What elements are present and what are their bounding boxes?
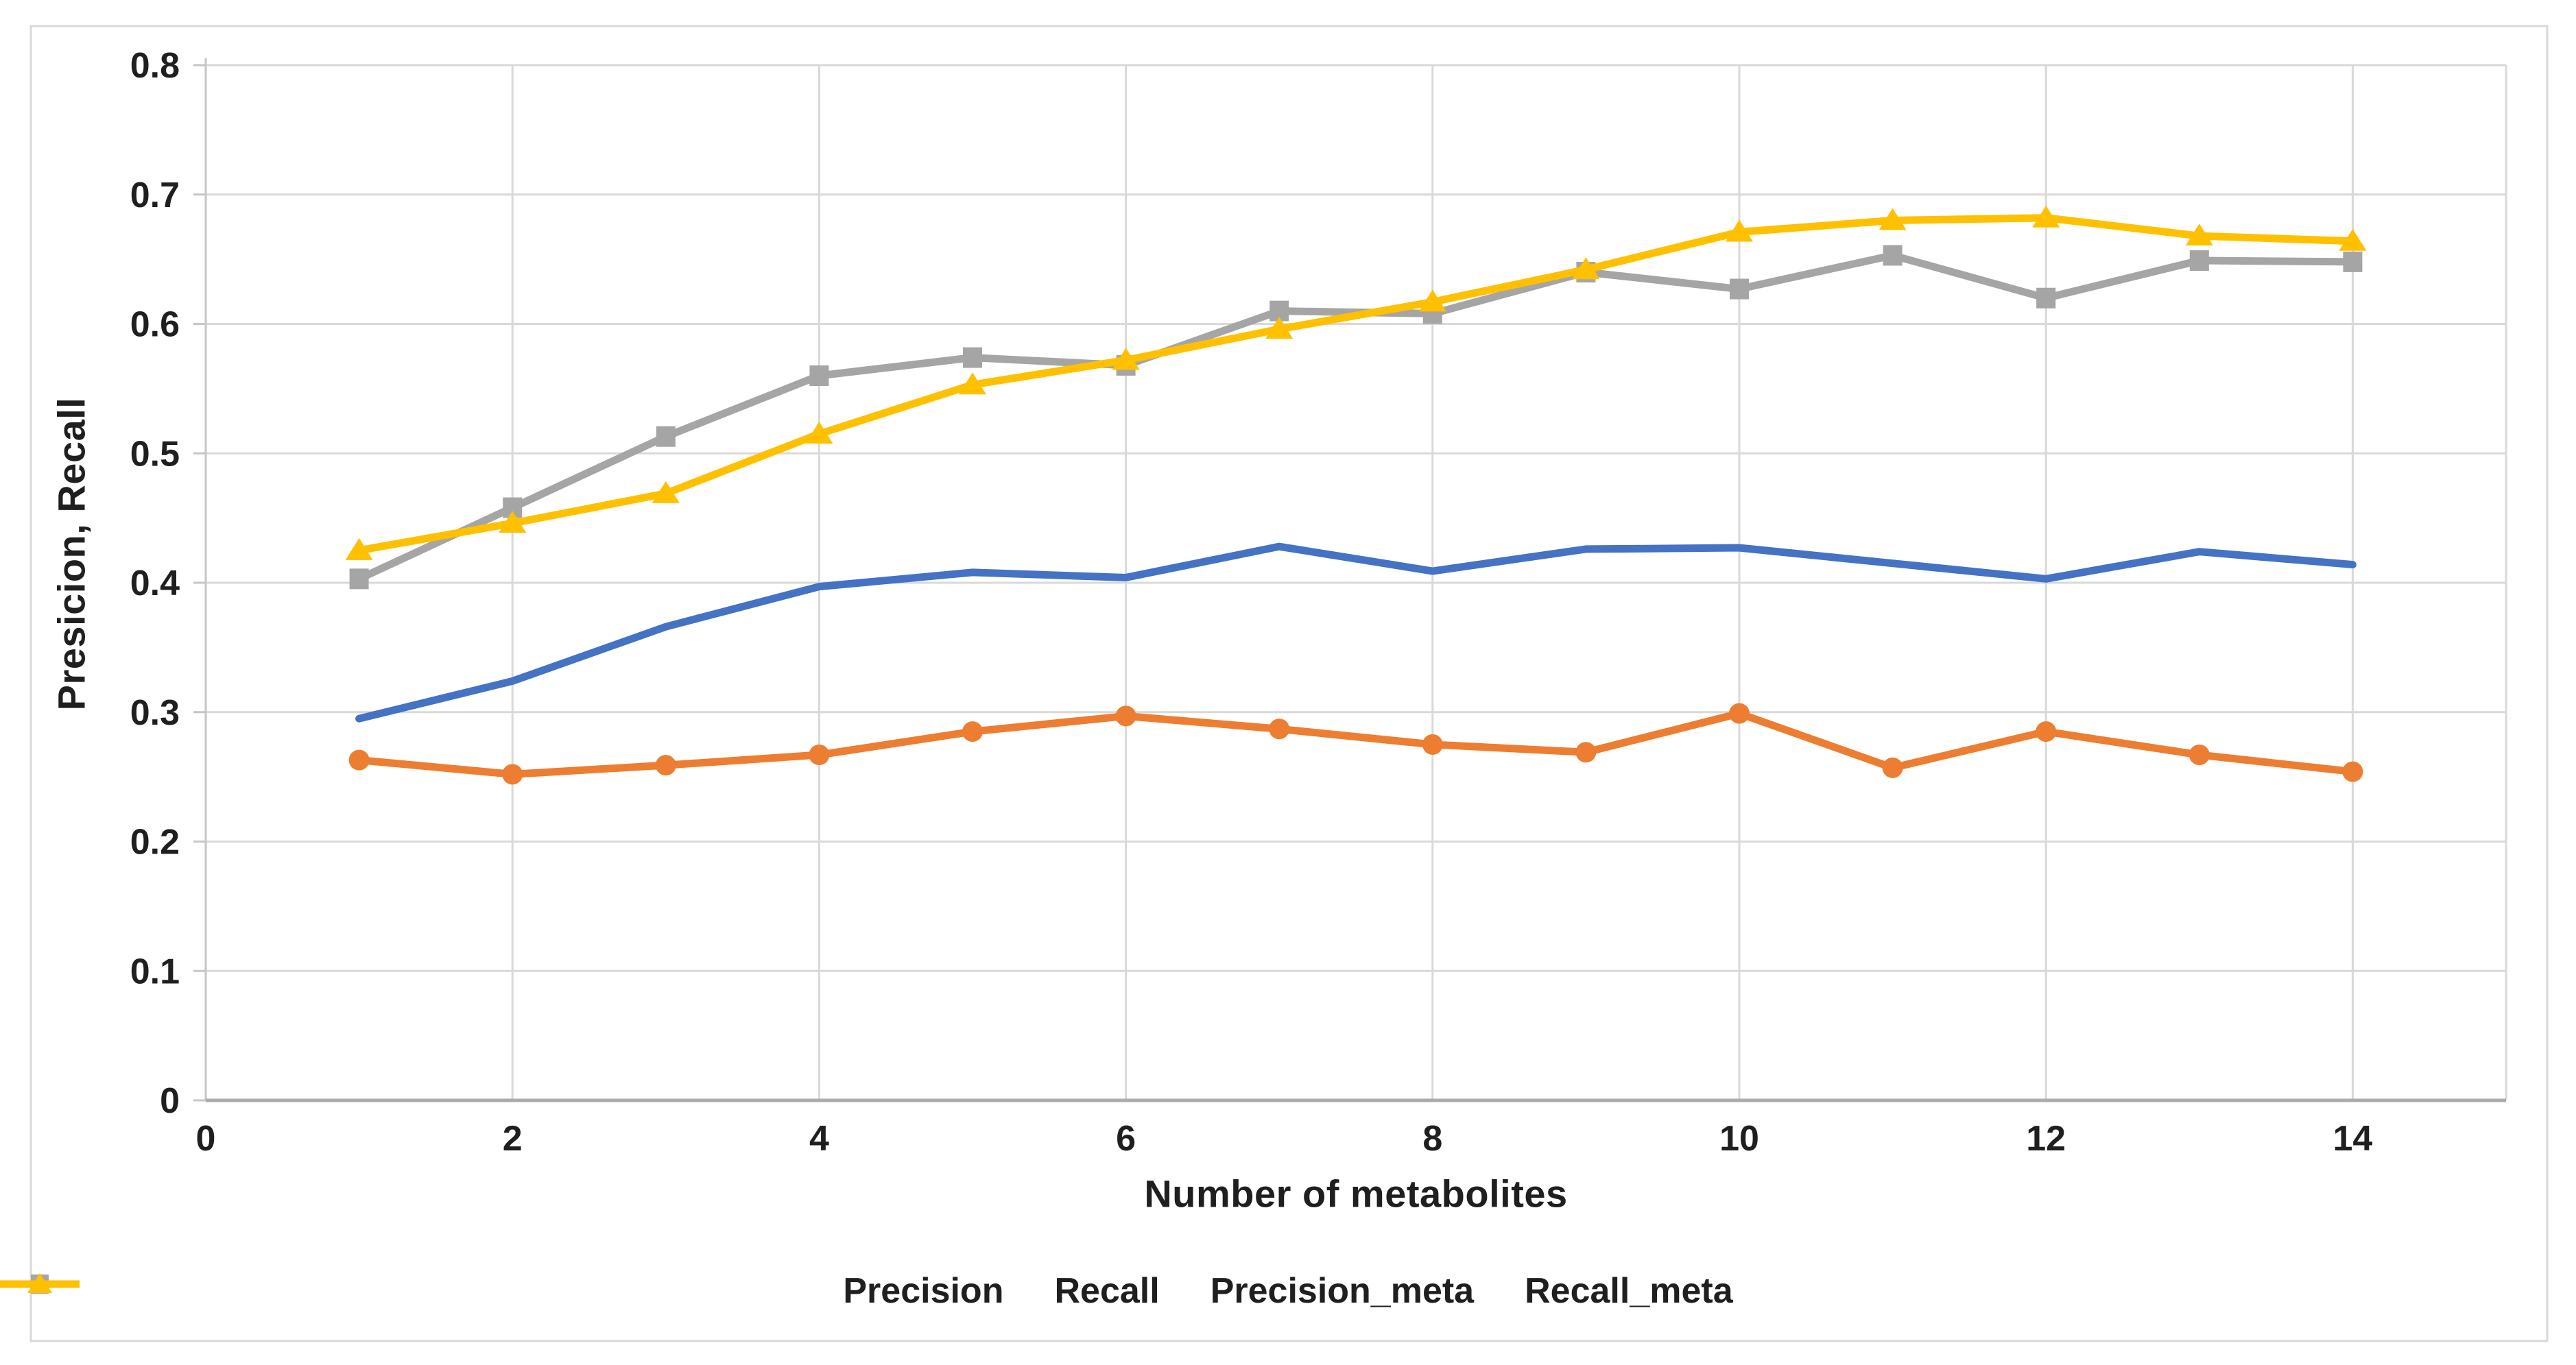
square-marker xyxy=(2343,251,2363,272)
x-tick-labels: 0 2 4 6 8 10 12 14 xyxy=(196,1119,2373,1159)
y-tick-label: 0.2 xyxy=(130,823,180,862)
legend-marker-triangle xyxy=(27,1273,52,1293)
square-marker xyxy=(809,365,829,386)
legend-label-precision: Precision xyxy=(843,1271,1004,1311)
triangle-marker xyxy=(345,537,373,560)
triangle-marker xyxy=(652,481,680,503)
triangle-marker xyxy=(1265,317,1293,339)
circle-marker xyxy=(962,721,983,742)
y-tick-label: 0 xyxy=(160,1081,180,1121)
triangle-marker xyxy=(1112,348,1140,370)
circle-marker xyxy=(2189,745,2210,766)
series-line-recall xyxy=(355,710,2357,778)
x-tick-label: 0 xyxy=(196,1119,216,1159)
x-tick-label: 10 xyxy=(1719,1119,1759,1159)
legend-item-recall-meta: Recall_meta xyxy=(0,1270,1733,1312)
triangle-marker xyxy=(2339,228,2367,251)
y-axis-title: Presicion, Recall xyxy=(49,397,93,711)
square-marker xyxy=(2036,287,2056,309)
circle-marker xyxy=(1422,734,1443,755)
circle-marker xyxy=(502,764,523,785)
y-tick-label: 0.6 xyxy=(130,305,180,345)
circle-marker xyxy=(2036,721,2057,742)
legend: Precision Recall Precision_meta Recall_meta xyxy=(0,1270,2576,1312)
circle-marker xyxy=(348,749,370,771)
series-recall xyxy=(348,703,2363,785)
triangle-marker xyxy=(2032,205,2060,228)
circle-marker xyxy=(1115,705,1136,727)
series-line-recall-meta xyxy=(355,214,2357,555)
y-tick-label: 0.7 xyxy=(130,176,180,215)
circle-marker xyxy=(1575,742,1597,763)
legend-item-recall: Recall xyxy=(0,1270,1160,1312)
square-marker xyxy=(349,568,369,590)
y-ticks: 0 0.1 0.2 0.3 0.4 0.5 0.6 0.7 0.8 xyxy=(130,46,206,1121)
legend-label-precision-meta: Precision_meta xyxy=(1210,1271,1475,1311)
square-marker xyxy=(656,426,676,447)
x-tick-label: 8 xyxy=(1422,1119,1442,1159)
legend-key-recall-meta xyxy=(0,1273,80,1293)
series-precision xyxy=(355,542,2357,723)
circle-marker xyxy=(1269,718,1290,740)
circle-marker xyxy=(1882,757,1903,778)
legend-label-recall-meta: Recall_meta xyxy=(1525,1271,1733,1311)
triangle-marker xyxy=(1572,257,1600,280)
y-tick-label: 0.3 xyxy=(130,693,180,733)
square-marker xyxy=(1730,278,1749,300)
y-tick-label: 0.8 xyxy=(130,46,180,86)
x-tick-label: 14 xyxy=(2333,1119,2372,1159)
circle-marker xyxy=(2342,761,2363,782)
x-axis-title: Number of metabolites xyxy=(1144,1172,1568,1216)
circle-marker xyxy=(1729,703,1750,724)
x-tick-label: 2 xyxy=(503,1119,523,1159)
series-line-precision xyxy=(355,542,2357,723)
circle-marker xyxy=(809,745,830,766)
square-marker xyxy=(963,347,982,368)
triangle-marker xyxy=(499,511,527,533)
gridlines xyxy=(206,64,2507,1100)
legend-item-precision-meta: Precision_meta xyxy=(0,1270,1475,1312)
triangle-marker xyxy=(959,372,986,395)
circle-marker xyxy=(655,755,676,776)
square-marker xyxy=(1883,245,1903,266)
y-tick-label: 0.5 xyxy=(130,434,180,474)
triangle-marker xyxy=(1879,208,1907,230)
triangle-marker xyxy=(805,421,833,444)
y-tick-label: 0.4 xyxy=(130,564,180,603)
triangle-marker xyxy=(1418,289,1446,312)
y-tick-label: 0.1 xyxy=(130,952,180,991)
triangle-marker xyxy=(2185,224,2213,246)
x-tick-label: 6 xyxy=(1116,1119,1136,1159)
triangle-marker xyxy=(1726,219,1753,242)
square-marker xyxy=(2189,250,2209,271)
chart-border xyxy=(29,25,2549,1342)
legend-item-precision: Precision xyxy=(0,1270,1004,1312)
x-tick-label: 4 xyxy=(809,1119,829,1159)
x-tick-label: 12 xyxy=(2026,1119,2066,1159)
legend-label-recall: Recall xyxy=(1054,1271,1160,1311)
series-recall-meta xyxy=(345,205,2367,560)
series-precision-meta xyxy=(349,245,2363,590)
